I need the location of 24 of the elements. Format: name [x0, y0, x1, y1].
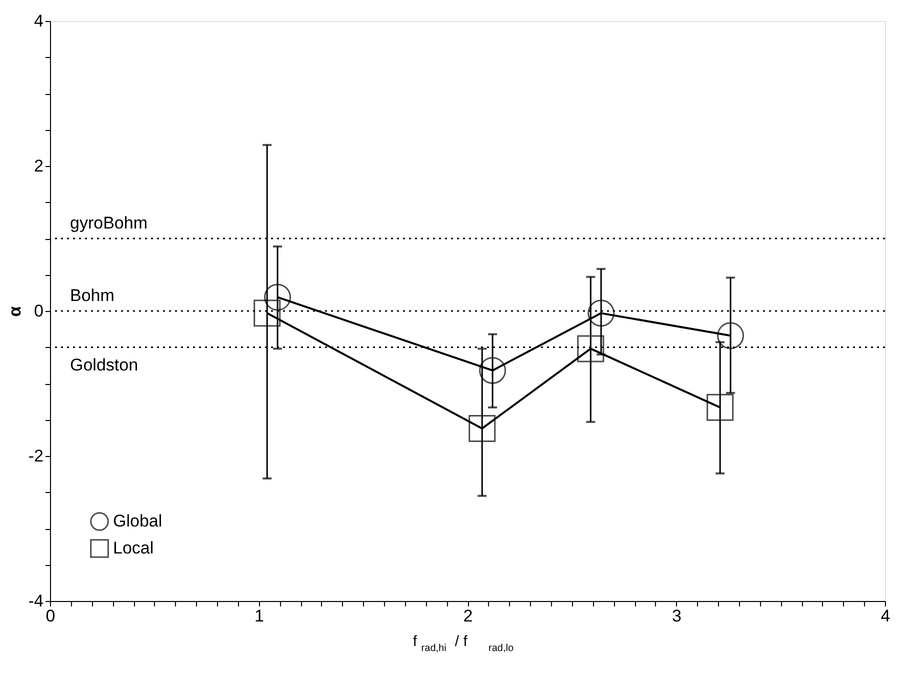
point	[588, 300, 615, 327]
point	[706, 394, 734, 421]
x-tick-label: 3	[672, 606, 682, 626]
point	[479, 356, 506, 384]
legend-label: Global	[113, 512, 162, 530]
y-tick-label: 4	[34, 12, 44, 30]
x-tick-label: 1	[254, 606, 264, 626]
y-tick-label: -2	[28, 446, 44, 466]
y-tick-label: -4	[28, 592, 44, 610]
point	[717, 322, 744, 350]
ref-line-label: gyroBohm	[70, 214, 148, 232]
y-tick-label: 2	[34, 156, 44, 176]
x-tick-label: 2	[463, 606, 473, 626]
point	[468, 414, 496, 442]
y-axis-title: α	[5, 306, 24, 317]
x-tick-label: 0	[46, 606, 56, 626]
ref-line-label: Bohm	[70, 286, 114, 305]
x-tick-label: 4	[880, 606, 890, 626]
ref-line-label: Goldston	[70, 355, 138, 374]
point	[577, 335, 604, 362]
point	[254, 300, 281, 327]
point	[264, 284, 292, 311]
y-tick-label: 0	[34, 302, 44, 320]
legend-label: Local	[113, 538, 154, 558]
